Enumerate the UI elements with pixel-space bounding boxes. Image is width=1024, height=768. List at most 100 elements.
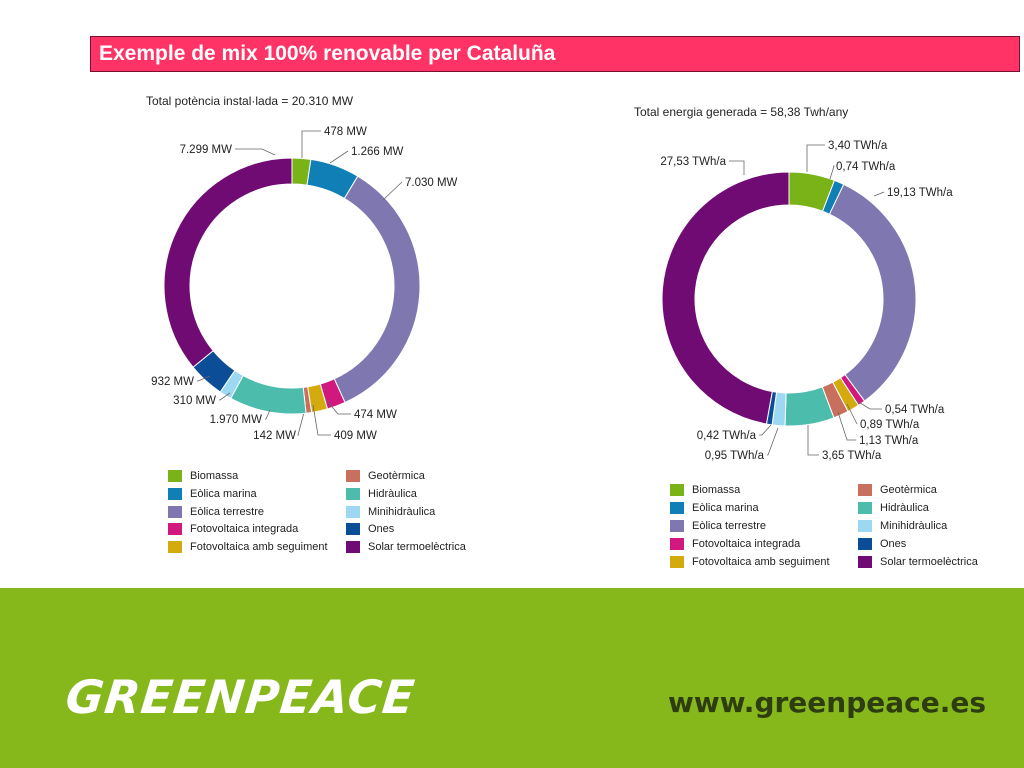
legend-label: Solar termoelèctrica <box>880 556 978 568</box>
leader-line <box>837 411 856 441</box>
legend-label: Minihidràulica <box>368 505 436 518</box>
data-label: 1.970 MW <box>210 414 263 426</box>
data-label: 932 MW <box>151 376 194 388</box>
legend-item: Solar termoelèctrica <box>858 556 978 568</box>
legend-swatch <box>168 470 182 482</box>
leader-line <box>235 148 276 156</box>
slide-title: Exemple de mix 100% renovable per Catalu… <box>90 36 1020 72</box>
data-label: 1,13 TWh/a <box>859 435 919 447</box>
slice-hidr-ulica <box>230 374 307 415</box>
greenpeace-logo: GREENPEACE <box>63 670 418 724</box>
legend-label: Minihidràulica <box>880 520 948 532</box>
legend-swatch <box>858 502 872 514</box>
legend-item: Eòlica marina <box>670 502 759 514</box>
leader-line <box>829 165 835 180</box>
legend-item: Minihidràulica <box>858 520 947 532</box>
legend-item: Eòlica marina <box>168 487 257 500</box>
legend-item: Hidràulica <box>346 487 417 500</box>
leader-line <box>197 375 211 382</box>
slice-e-lica-terrestre <box>333 175 421 404</box>
legend-label: Biomassa <box>190 470 239 482</box>
leader-line <box>729 160 745 175</box>
data-label: 3,65 TWh/a <box>822 450 882 462</box>
legend-item: Eòlica terrestre <box>670 520 766 532</box>
legend-swatch <box>670 484 684 496</box>
data-label: 474 MW <box>354 409 397 421</box>
legend-label: Fotovoltaica amb seguiment <box>692 556 830 568</box>
legend-label: Fotovoltaica integrada <box>190 523 299 536</box>
leader-line <box>767 427 779 456</box>
leader-line <box>312 404 331 436</box>
leader-line <box>322 395 351 415</box>
legend-item: Geotèrmica <box>858 484 937 496</box>
legend-swatch <box>670 538 684 550</box>
data-label: 0,42 TWh/a <box>697 430 757 442</box>
legend-swatch <box>168 487 182 500</box>
legend-label: Ones <box>880 538 907 550</box>
leader-line <box>759 424 772 436</box>
leader-line <box>301 130 321 158</box>
legend-swatch <box>858 520 872 532</box>
data-label: 1.266 MW <box>351 146 404 158</box>
legend-item: Fotovoltaica integrada <box>168 523 299 536</box>
website-url[interactable]: www.greenpeace.es <box>668 686 987 719</box>
legend-swatch <box>670 502 684 514</box>
chart-panel-energy: Total energia generada = 58,38 Twh/any 3… <box>512 0 1024 580</box>
legend-item: Biomassa <box>670 484 740 496</box>
legend-label: Fotovoltaica amb seguiment <box>190 541 328 554</box>
legend-label: Eòlica marina <box>692 502 759 514</box>
legend-swatch <box>346 487 360 500</box>
donut-chart-energy: 3,40 TWh/a 0,74 TWh/a 19,13 TWh/a 0,54 TWh/… <box>660 140 953 462</box>
slice-solar-termoel-ctrica <box>163 157 293 368</box>
legend-swatch <box>346 505 360 518</box>
chart-panel-power: Total potència instal·lada = 20.310 MW 4… <box>0 0 512 580</box>
footer-band: GREENPEACE www.greenpeace.es <box>0 588 1024 768</box>
legend-label: Eòlica terrestre <box>692 520 766 532</box>
leader-line <box>219 392 231 401</box>
data-label: 478 MW <box>324 126 367 138</box>
legend-label: Hidràulica <box>880 502 929 514</box>
legend-swatch <box>858 484 872 496</box>
legend-swatch <box>168 505 182 518</box>
leader-line <box>297 404 307 436</box>
legend-swatch <box>858 556 872 568</box>
leader-line <box>382 181 403 201</box>
legend-swatch <box>670 520 684 532</box>
legend-swatch <box>670 556 684 568</box>
legend-swatch <box>168 523 182 536</box>
legend-swatch <box>168 541 182 554</box>
leader-line <box>265 409 271 420</box>
data-label: 310 MW <box>173 395 216 407</box>
legend-swatch <box>858 538 872 550</box>
data-label: 0,89 TWh/a <box>860 419 920 431</box>
legend-item: Eòlica terrestre <box>168 505 264 518</box>
legend-swatch <box>346 523 360 536</box>
data-label: 409 MW <box>334 430 377 442</box>
leader-line <box>873 191 885 197</box>
data-label: 0,95 TWh/a <box>705 450 765 462</box>
leader-line <box>807 425 819 456</box>
legend-label: Geotèrmica <box>368 470 425 482</box>
data-label: 7.030 MW <box>405 177 458 189</box>
legend-item: Hidràulica <box>858 502 929 514</box>
data-label: 27,53 TWh/a <box>660 156 726 168</box>
legend-label: Solar termoelèctrica <box>368 541 466 554</box>
leader-line <box>846 403 858 425</box>
legend-label: Ones <box>368 523 395 536</box>
legend-item: Fotovoltaica amb seguiment <box>168 541 328 554</box>
legend-item: Solar termoelèctrica <box>346 541 466 554</box>
legend-label: Eòlica marina <box>190 487 257 500</box>
chart-title-energy: Total energia generada = 58,38 Twh/any <box>634 105 849 119</box>
slice-e-lica-terrestre <box>828 183 917 402</box>
legend-swatch <box>346 470 360 482</box>
legend-item: Ones <box>858 538 906 550</box>
legend-label: Biomassa <box>692 484 741 496</box>
data-label: 3,40 TWh/a <box>828 140 888 152</box>
legend-item: Ones <box>346 523 395 536</box>
leader-line <box>851 397 882 410</box>
legend-item: Fotovoltaica integrada <box>670 538 800 550</box>
leader-line <box>329 150 349 164</box>
legend-label: Fotovoltaica integrada <box>692 538 801 550</box>
legend-item: Minihidràulica <box>346 505 436 518</box>
slice-solar-termoel-ctrica <box>661 171 790 425</box>
